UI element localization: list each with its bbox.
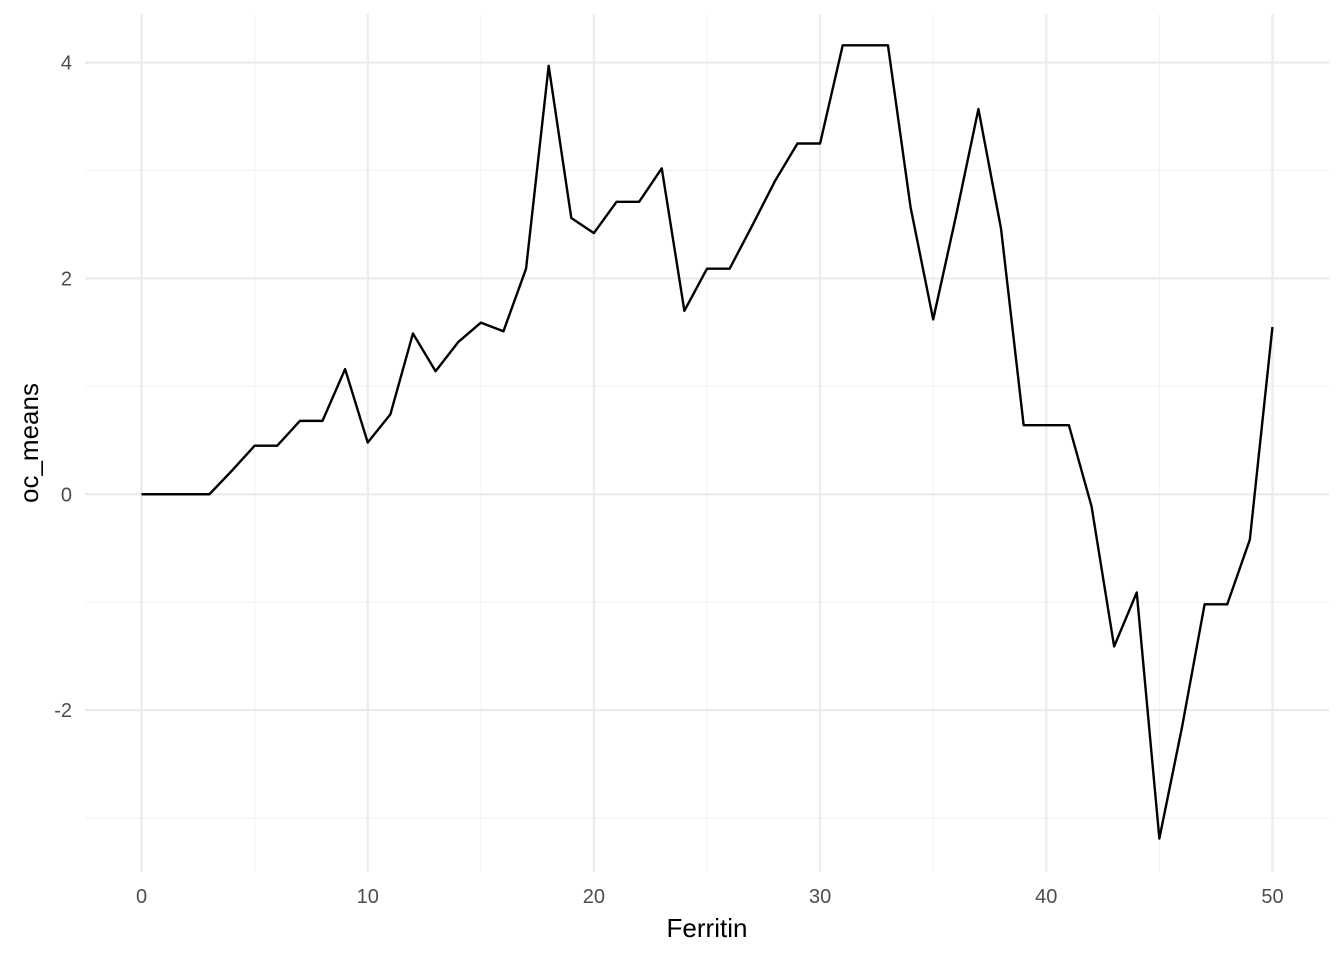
x-tick-label: 10 xyxy=(357,886,379,908)
y-tick-label: -2 xyxy=(54,700,72,722)
grid-lines xyxy=(85,14,1329,872)
y-axis-title: oc_means xyxy=(14,383,44,503)
series-layer xyxy=(141,44,1274,840)
x-tick-label: 50 xyxy=(1261,886,1283,908)
x-tick-label: 30 xyxy=(809,886,831,908)
y-tick-label: 0 xyxy=(61,484,72,506)
y-tick-label: 2 xyxy=(61,268,72,290)
tick-labels: 0 10 20 30 40 50 -2 0 2 4 xyxy=(54,53,1283,908)
x-axis-title: Ferritin xyxy=(667,913,748,943)
x-tick-label: 0 xyxy=(136,886,147,908)
y-tick-label: 4 xyxy=(61,53,72,75)
x-tick-label: 20 xyxy=(583,886,605,908)
x-tick-label: 40 xyxy=(1035,886,1057,908)
series-line xyxy=(141,44,1274,840)
